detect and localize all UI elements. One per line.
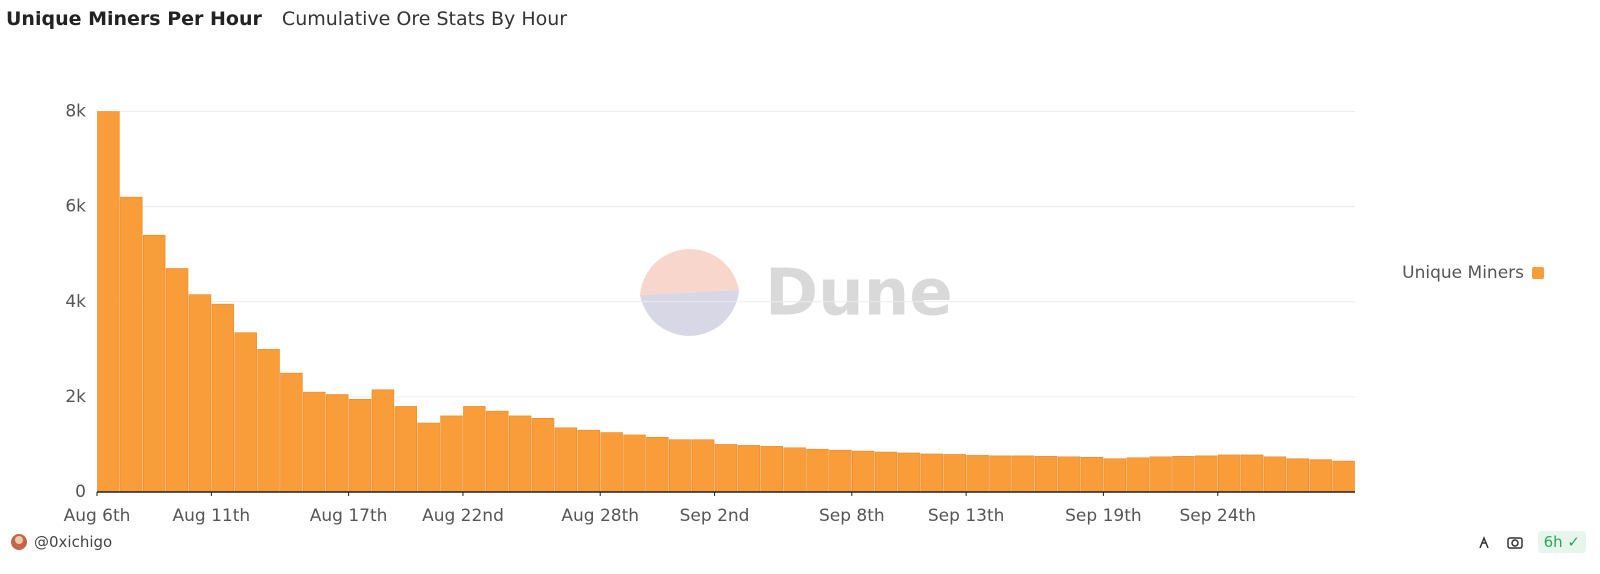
legend-label: Unique Miners bbox=[1402, 263, 1524, 283]
bar bbox=[303, 391, 326, 493]
bar bbox=[165, 268, 189, 493]
bar bbox=[1217, 454, 1241, 493]
bar bbox=[1263, 456, 1287, 493]
bar bbox=[280, 372, 303, 493]
x-tick-label: Sep 13th bbox=[928, 506, 1005, 526]
y-tick-label: 8k bbox=[65, 102, 86, 122]
chart-title: Unique Miners Per Hour bbox=[6, 8, 262, 30]
bar bbox=[394, 406, 418, 493]
plot bbox=[97, 111, 1355, 493]
header: Unique Miners Per Hour Cumulative Ore St… bbox=[6, 8, 567, 30]
bar bbox=[1103, 458, 1127, 493]
x-tick-label: Aug 17th bbox=[310, 506, 388, 526]
refresh-text: 6h bbox=[1543, 533, 1563, 551]
fork-icon[interactable] bbox=[1476, 534, 1492, 550]
bar bbox=[737, 445, 761, 493]
bar bbox=[577, 429, 600, 493]
bar bbox=[829, 449, 852, 493]
bar bbox=[1126, 457, 1149, 493]
bar bbox=[669, 439, 692, 493]
bar bbox=[1080, 456, 1104, 493]
bar bbox=[691, 439, 715, 493]
bar bbox=[783, 447, 806, 493]
y-tick-label: 4k bbox=[65, 292, 86, 312]
bar bbox=[440, 415, 463, 493]
bar bbox=[1149, 456, 1172, 493]
bar bbox=[966, 455, 989, 493]
y-tick-label: 0 bbox=[75, 482, 86, 502]
y-tick-label: 6k bbox=[65, 197, 86, 217]
bar bbox=[234, 332, 257, 493]
bar bbox=[508, 415, 532, 493]
bar bbox=[463, 406, 486, 493]
bar bbox=[623, 434, 646, 493]
bar bbox=[943, 454, 966, 493]
chart-subtitle: Cumulative Ore Stats By Hour bbox=[281, 8, 568, 30]
bar bbox=[600, 432, 623, 493]
x-tick-label: Aug 22nd bbox=[422, 506, 504, 526]
bar bbox=[417, 422, 440, 493]
screenshot-icon[interactable] bbox=[1506, 534, 1524, 550]
watermark-text: Dune bbox=[765, 257, 953, 331]
x-tick-label: Sep 24th bbox=[1179, 506, 1256, 526]
bar bbox=[1012, 455, 1035, 493]
author[interactable]: @0xichigo bbox=[34, 533, 113, 551]
bar bbox=[1332, 460, 1355, 493]
x-tick-label: Aug 6th bbox=[64, 506, 131, 526]
bar bbox=[1172, 456, 1195, 493]
bar bbox=[188, 294, 212, 493]
watermark: Dune bbox=[640, 249, 953, 336]
bar bbox=[142, 234, 166, 493]
bar bbox=[325, 394, 349, 493]
bar bbox=[1057, 456, 1081, 493]
bar bbox=[1309, 459, 1332, 493]
refresh-badge[interactable]: 6h ✓ bbox=[1537, 531, 1586, 553]
x-tick-label: Sep 8th bbox=[819, 506, 885, 526]
bar bbox=[897, 452, 921, 493]
x-tick-label: Aug 28th bbox=[561, 506, 639, 526]
bar bbox=[97, 111, 120, 493]
bar bbox=[806, 448, 829, 493]
legend-swatch bbox=[1532, 267, 1544, 279]
chart: Dune 0 2k 4k 6k 8k Aug 6th Aug 11th Aug 17th Aug… bbox=[64, 102, 1544, 526]
footer: @0xichigo bbox=[10, 533, 112, 551]
bar bbox=[874, 451, 898, 493]
bar bbox=[531, 417, 555, 493]
bar bbox=[851, 450, 875, 493]
bar bbox=[120, 196, 143, 493]
bar bbox=[1286, 458, 1310, 493]
y-tick-label: 2k bbox=[65, 387, 86, 407]
bar bbox=[989, 455, 1012, 493]
bar bbox=[1195, 455, 1218, 493]
footer-actions: 6h ✓ bbox=[1476, 531, 1586, 553]
x-tick-label: Sep 19th bbox=[1065, 506, 1142, 526]
bar bbox=[1240, 454, 1264, 493]
bar bbox=[211, 303, 235, 493]
avatar bbox=[11, 534, 27, 550]
bar bbox=[714, 444, 738, 493]
bar bbox=[371, 389, 395, 493]
bar bbox=[348, 398, 372, 493]
x-tick-label: Aug 11th bbox=[173, 506, 251, 526]
bar bbox=[646, 437, 669, 493]
bar bbox=[486, 410, 509, 493]
bar bbox=[554, 427, 578, 493]
x-tick-label: Sep 2nd bbox=[680, 506, 750, 526]
bar bbox=[920, 453, 944, 493]
bar bbox=[1034, 456, 1058, 493]
bar bbox=[257, 349, 280, 493]
bar bbox=[760, 446, 783, 493]
